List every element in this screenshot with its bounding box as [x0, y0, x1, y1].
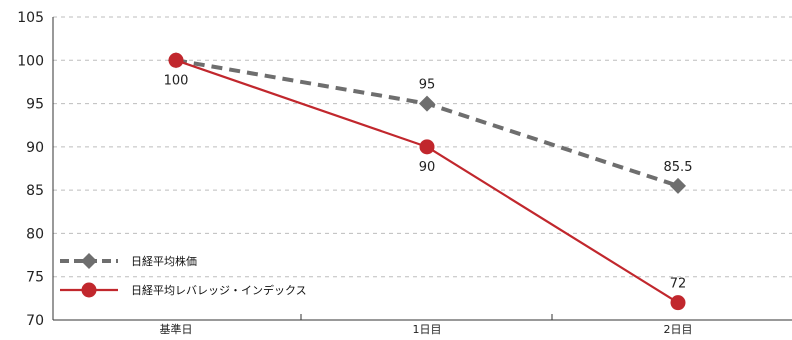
data-label-leverage-day1: 90	[419, 160, 436, 175]
series-layer	[168, 52, 686, 311]
y-tick-label: 90	[26, 140, 44, 156]
data-point-leverage	[168, 52, 184, 68]
legend-marker-nikkei	[81, 253, 97, 269]
x-tick-marks	[300, 314, 553, 320]
legend-label-leverage: 日経平均レバレッジ・インデックス	[131, 283, 307, 297]
y-tick-label: 70	[26, 313, 44, 329]
data-label-leverage-base: 100	[164, 73, 189, 88]
y-tick-label: 100	[17, 53, 44, 69]
x-category-labels: 基準日 1日目 2日目	[160, 322, 693, 336]
data-point-nikkei	[670, 177, 686, 194]
x-category-label: 1日目	[413, 323, 442, 336]
data-point-nikkei	[419, 95, 435, 112]
y-tick-label: 105	[17, 10, 44, 26]
y-tick-label: 80	[26, 226, 44, 242]
data-labels: 95 85.5 100 90 72	[164, 73, 693, 291]
legend-marker-leverage	[81, 282, 97, 298]
x-category-label: 基準日	[160, 322, 193, 336]
y-tick-label: 95	[26, 97, 44, 113]
data-point-leverage	[419, 139, 435, 155]
data-point-leverage	[670, 295, 686, 311]
y-tick-labels: 105 100 95 90 85 80 75 70	[17, 10, 44, 329]
x-category-label: 2日目	[664, 323, 693, 336]
data-label-leverage-day2: 72	[670, 277, 687, 292]
chart-axes	[52, 17, 792, 321]
legend-label-nikkei: 日経平均株価	[131, 254, 197, 268]
y-tick-label: 85	[26, 183, 44, 199]
data-label-nikkei-day2: 85.5	[664, 160, 693, 175]
y-tick-label: 75	[26, 270, 44, 286]
data-label-nikkei-day1: 95	[419, 78, 436, 93]
